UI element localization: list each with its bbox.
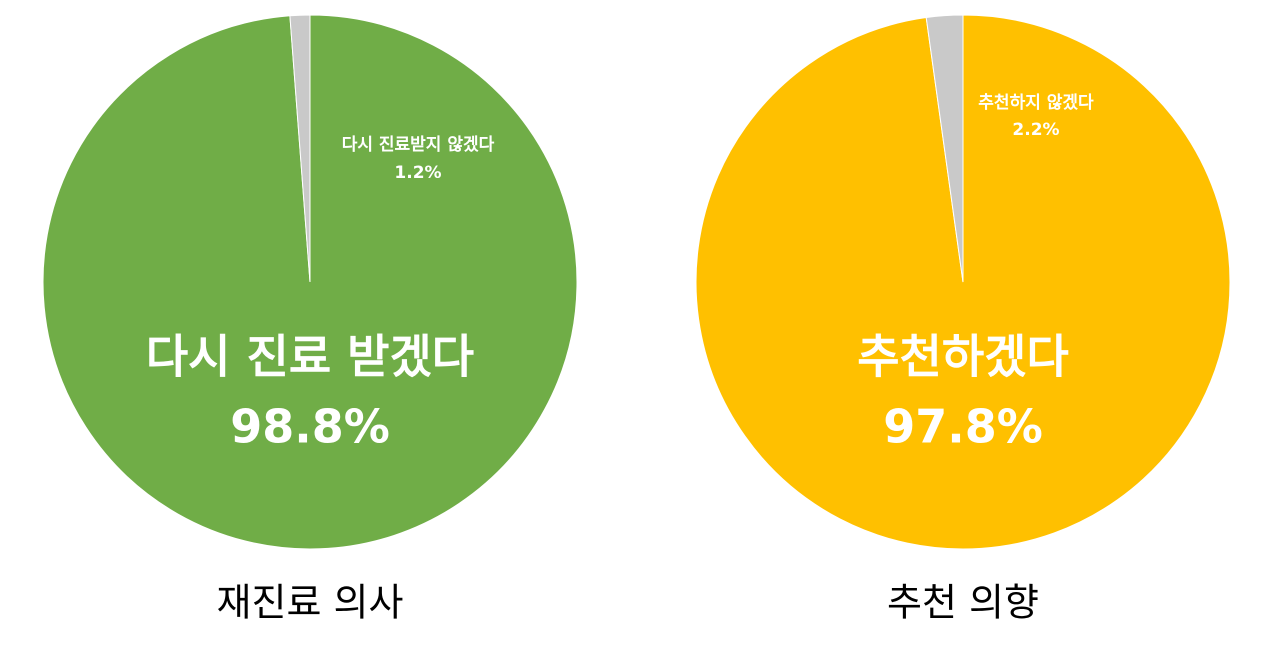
slice-label: 다시 진료 받겠다 (146, 330, 474, 384)
pie-slice (925, 14, 964, 283)
slice-value-label: 2.2% (1012, 120, 1059, 140)
pie-slice (289, 14, 311, 283)
slice-value-label: 1.2% (394, 163, 441, 183)
slice-label: 다시 진료받지 않겠다 (342, 135, 495, 155)
chart-title: 재진료 의사 (217, 581, 404, 625)
slice-value-label: 97.8% (883, 400, 1043, 454)
slice-value-label: 98.8% (230, 400, 390, 454)
slice-label: 추천하겠다 (857, 330, 1069, 384)
slice-label: 추천하지 않겠다 (978, 93, 1094, 113)
chart-title: 추천 의향 (887, 581, 1039, 625)
